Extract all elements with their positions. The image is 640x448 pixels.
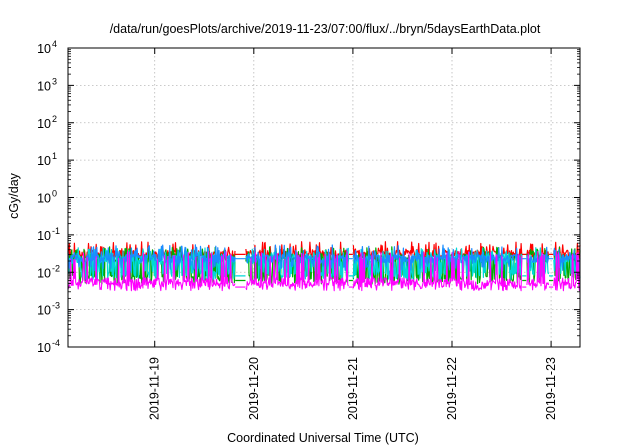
x-tick-label: 2019-11-22 [445,357,459,420]
y-axis-label: cGy/day [7,172,21,219]
y-tick-exponent: -2 [52,263,60,273]
x-axis-label: Coordinated Universal Time (UTC) [227,431,419,445]
data-lines [67,241,581,292]
x-tick-label: 2019-11-23 [544,357,558,420]
series-line [67,251,581,292]
y-tick-label: 10 [37,42,51,56]
y-tick-exponent: -3 [52,301,60,311]
y-tick-label: 10 [37,229,51,243]
grid [68,48,580,347]
x-tick-label: 2019-11-19 [148,357,162,420]
y-tick-label: 10 [37,341,51,355]
x-tick-label: 2019-11-20 [247,357,261,420]
y-tick-label: 10 [37,192,51,206]
y-tick-exponent: 1 [52,151,57,161]
y-tick-exponent: -4 [52,338,60,348]
y-tick-exponent: 0 [52,189,57,199]
y-tick-label: 10 [37,266,51,280]
y-tick-exponent: 4 [52,39,57,49]
y-tick-label: 10 [37,304,51,318]
y-tick-exponent: -1 [52,226,60,236]
x-tick-label: 2019-11-21 [346,357,360,420]
y-tick-exponent: 3 [52,76,57,86]
y-tick-exponent: 2 [52,114,57,124]
y-tick-label: 10 [37,79,51,93]
x-ticks: 2019-11-19 2019-11-20 2019-11-21 2019-11-22… [148,48,558,420]
y-tick-label: 10 [37,154,51,168]
y-tick-label: 10 [37,117,51,131]
chart-title: /data/run/goesPlots/archive/2019-11-23/0… [110,22,541,36]
